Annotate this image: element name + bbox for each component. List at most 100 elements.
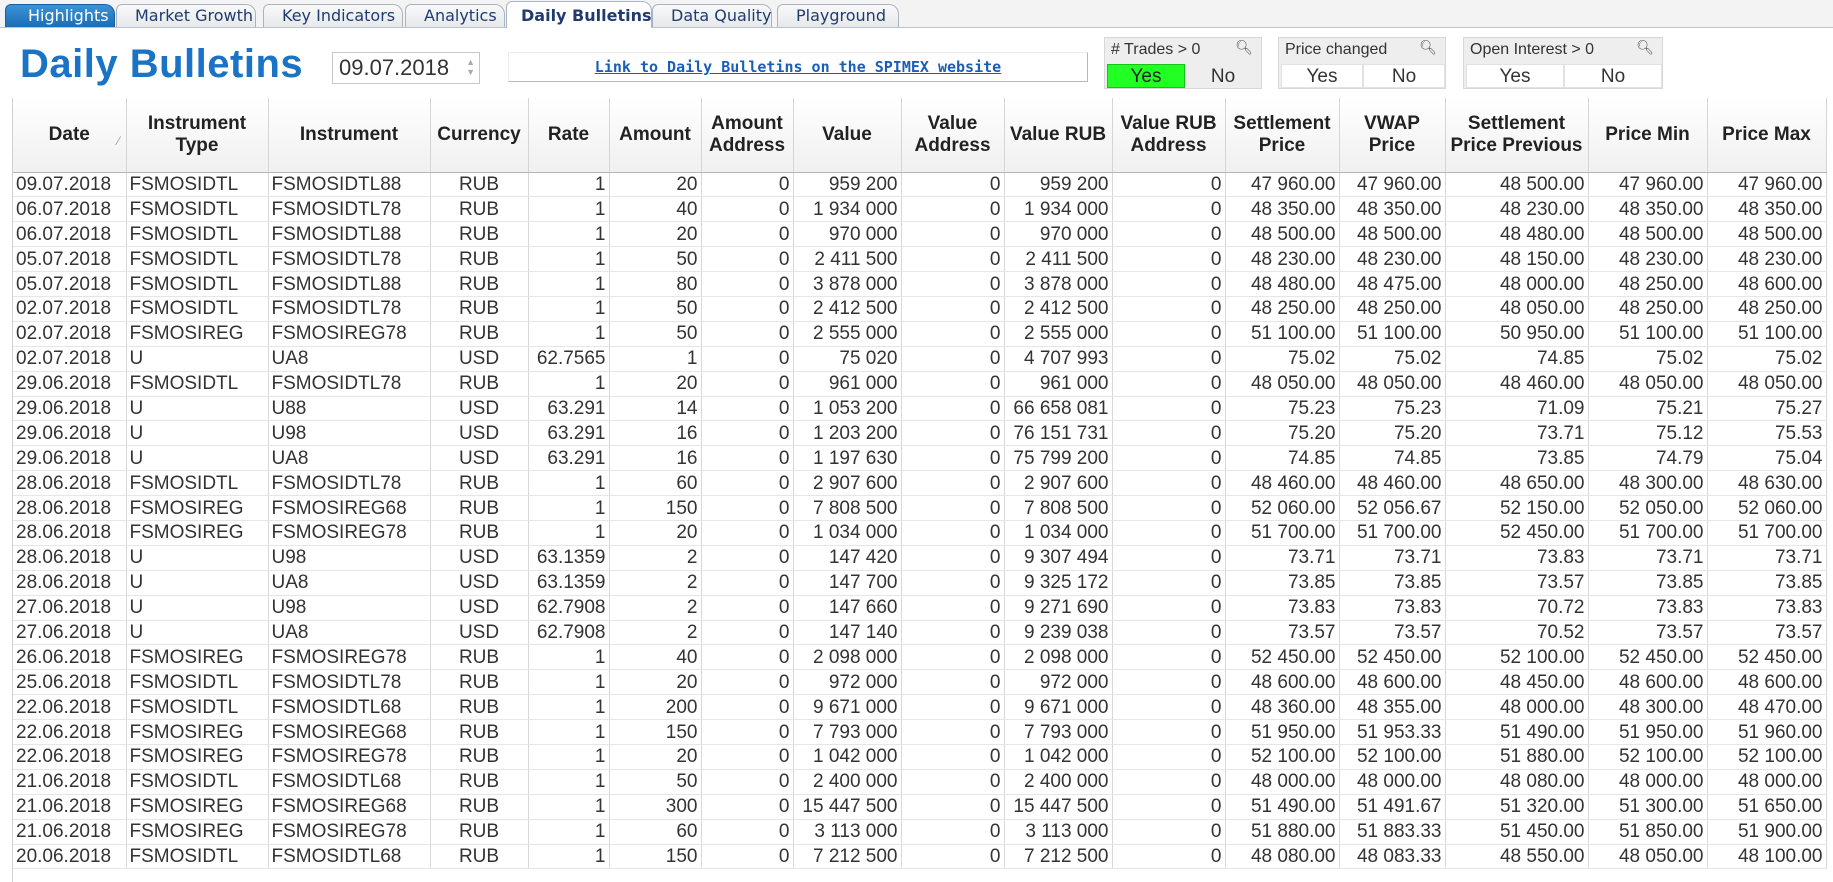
table-cell: 1	[528, 819, 610, 845]
table-cell: FSMOSIREG78	[268, 321, 431, 347]
table-cell: FSMOSIREG78	[268, 819, 431, 845]
column-header-label: Currency	[437, 123, 521, 145]
table-cell: 47 960.00	[1225, 172, 1340, 198]
table-row[interactable]: 21.06.2018 FSMOSIREG FSMOSIREG78 RUB 1 60 0 3 1…	[13, 819, 1827, 845]
table-cell: 1	[528, 769, 610, 795]
table-cell: 200	[609, 694, 702, 721]
table-row[interactable]: 26.06.2018 FSMOSIREG FSMOSIREG78 RUB 1 40 0 2 0…	[13, 644, 1827, 671]
table-row[interactable]: 06.07.2018 FSMOSIDTL FSMOSIDTL78 RUB 1 40 0 1 9…	[13, 196, 1827, 223]
filter-open-interest-yes[interactable]: Yes	[1466, 64, 1564, 88]
table-cell: 0	[1112, 371, 1226, 397]
table-cell: 2	[609, 570, 702, 596]
table-cell: 48 000.00	[1339, 769, 1446, 795]
table-row[interactable]: 20.06.2018 FSMOSIDTL FSMOSIDTL68 RUB 1 150 0 7 …	[13, 844, 1827, 870]
table-row[interactable]: 28.06.2018 FSMOSIREG FSMOSIREG68 RUB 1 150 0 7 …	[13, 495, 1827, 521]
column-header[interactable]: Currency	[430, 98, 529, 173]
table-row[interactable]: 25.06.2018 FSMOSIDTL FSMOSIDTL78 RUB 1 20 0 972…	[13, 669, 1827, 696]
column-header[interactable]: Value RUB	[1004, 98, 1113, 173]
column-header[interactable]: Value Address	[901, 98, 1005, 173]
table-cell: 147 420	[793, 545, 902, 571]
column-header[interactable]: Value	[793, 98, 902, 173]
search-icon[interactable]: 🔍︎	[1419, 40, 1437, 56]
table-row[interactable]: 28.06.2018 FSMOSIREG FSMOSIREG78 RUB 1 20 0 1 0…	[13, 520, 1827, 546]
search-icon[interactable]: 🔍︎	[1636, 40, 1654, 56]
table-row[interactable]: 21.06.2018 FSMOSIREG FSMOSIREG68 RUB 1 300 0 15…	[13, 794, 1827, 820]
filter-price-changed-yes[interactable]: Yes	[1281, 64, 1363, 88]
table-row[interactable]: 29.06.2018 U UA8 USD 63.291 16 0 1 197 630 0 75 7…	[13, 445, 1827, 472]
table-cell: 0	[901, 570, 1005, 596]
column-header[interactable]: Instrument	[268, 98, 431, 173]
date-spinner[interactable]: ▲ ▼	[466, 57, 475, 77]
table-cell: 0	[701, 445, 794, 472]
column-header[interactable]: Amount	[609, 98, 702, 173]
table-row[interactable]: 28.06.2018 U U98 USD 63.1359 2 0 147 420 0 9 307 …	[13, 545, 1827, 571]
table-row[interactable]: 29.06.2018 U U98 USD 63.291 16 0 1 203 200 0 76 1…	[13, 420, 1827, 447]
filter-trades-yes[interactable]: Yes	[1107, 64, 1185, 88]
tab-key-indicators[interactable]: Key Indicators	[263, 4, 403, 27]
date-input[interactable]: 09.07.2018 ▲ ▼	[332, 52, 480, 84]
table-row[interactable]: 06.07.2018 FSMOSIDTL FSMOSIDTL88 RUB 1 20 0 970…	[13, 221, 1827, 248]
table-row[interactable]: 21.06.2018 FSMOSIDTL FSMOSIDTL68 RUB 1 50 0 2 4…	[13, 769, 1827, 795]
table-cell: 48 050.00	[1339, 371, 1446, 397]
column-header[interactable]: Value RUB Address	[1112, 98, 1226, 173]
filter-trades-no[interactable]: No	[1185, 64, 1261, 88]
column-header[interactable]: Date ⁄	[13, 98, 127, 173]
table-cell: FSMOSIREG	[126, 520, 269, 546]
table-cell: 0	[701, 819, 794, 845]
table-cell: 75.23	[1225, 396, 1340, 422]
table-row[interactable]: 05.07.2018 FSMOSIDTL FSMOSIDTL88 RUB 1 80 0 3 8…	[13, 271, 1827, 297]
column-header[interactable]: Instrument Type	[126, 98, 269, 173]
table-cell: 48 460.00	[1339, 470, 1446, 497]
sort-icon[interactable]: ⁄	[117, 134, 120, 148]
column-header[interactable]: Price Max	[1707, 98, 1827, 173]
table-row[interactable]: 29.06.2018 U U88 USD 63.291 14 0 1 053 200 0 66 6…	[13, 396, 1827, 422]
filter-price-changed-no[interactable]: No	[1363, 64, 1445, 88]
table-row[interactable]: 27.06.2018 U U98 USD 62.7908 2 0 147 660 0 9 271 …	[13, 595, 1827, 621]
table-cell: FSMOSIREG	[126, 744, 269, 770]
spin-down-icon[interactable]: ▼	[466, 67, 475, 77]
table-cell: 75.23	[1339, 396, 1446, 422]
table-cell: U88	[268, 396, 431, 422]
table-cell: 0	[901, 445, 1005, 472]
table-row[interactable]: 22.06.2018 FSMOSIREG FSMOSIREG78 RUB 1 20 0 1 0…	[13, 744, 1827, 770]
table-row[interactable]: 29.06.2018 FSMOSIDTL FSMOSIDTL78 RUB 1 20 0 961…	[13, 371, 1827, 397]
column-header[interactable]: VWAP Price	[1339, 98, 1446, 173]
column-header[interactable]: Rate	[528, 98, 610, 173]
table-cell: FSMOSIREG	[126, 794, 269, 820]
search-icon[interactable]: 🔍︎	[1235, 40, 1253, 56]
column-header[interactable]: Settlement Price	[1225, 98, 1340, 173]
table-cell: 52 100.00	[1707, 744, 1827, 770]
table-row[interactable]: 02.07.2018 FSMOSIDTL FSMOSIDTL78 RUB 1 50 0 2 4…	[13, 296, 1827, 322]
table-row[interactable]: 22.06.2018 FSMOSIREG FSMOSIREG68 RUB 1 150 0 7 …	[13, 719, 1827, 745]
table-cell: 9 239 038	[1004, 620, 1113, 646]
table-cell: FSMOSIDTL	[126, 196, 269, 223]
table-row[interactable]: 02.07.2018 U UA8 USD 62.7565 1 0 75 020 0 4 707 9…	[13, 346, 1827, 372]
tab-market-growth[interactable]: Market Growth	[116, 4, 256, 27]
tab-analytics[interactable]: Analytics	[405, 4, 505, 27]
table-cell: 1	[528, 644, 610, 671]
table-cell: RUB	[430, 794, 529, 820]
table-cell: 48 500.00	[1339, 221, 1446, 248]
table-row[interactable]: 05.07.2018 FSMOSIDTL FSMOSIDTL78 RUB 1 50 0 2 4…	[13, 246, 1827, 273]
spin-up-icon[interactable]: ▲	[466, 57, 475, 67]
column-header[interactable]: Amount Address	[701, 98, 794, 173]
spimex-link[interactable]: Link to Daily Bulletins on the SPIMEX we…	[594, 58, 1002, 76]
filter-open-interest-no[interactable]: No	[1564, 64, 1662, 88]
table-cell: 1	[528, 172, 610, 198]
tab-data-quality[interactable]: Data Quality	[652, 4, 772, 27]
table-row[interactable]: 09.07.2018 FSMOSIDTL FSMOSIDTL88 RUB 1 20 0 959…	[13, 172, 1827, 198]
table-cell: 48 460.00	[1445, 371, 1589, 397]
column-header[interactable]: Price Min	[1588, 98, 1708, 173]
tab-daily-bulletins[interactable]: Daily Bulletins	[506, 1, 652, 28]
tab-highlights[interactable]: Highlights	[5, 4, 115, 27]
table-row[interactable]: 22.06.2018 FSMOSIDTL FSMOSIDTL68 RUB 1 200 0 9 …	[13, 694, 1827, 721]
filter-trades: # Trades > 0 🔍︎ Yes No	[1104, 37, 1262, 89]
table-cell: 51 700.00	[1707, 520, 1827, 546]
table-cell: 02.07.2018	[13, 346, 127, 372]
table-row[interactable]: 28.06.2018 U UA8 USD 63.1359 2 0 147 700 0 9 325 …	[13, 570, 1827, 596]
column-header[interactable]: Settlement Price Previous	[1445, 98, 1589, 173]
table-row[interactable]: 27.06.2018 U UA8 USD 62.7908 2 0 147 140 0 9 239 …	[13, 620, 1827, 646]
table-row[interactable]: 28.06.2018 FSMOSIDTL FSMOSIDTL78 RUB 1 60 0 2 9…	[13, 470, 1827, 497]
table-row[interactable]: 02.07.2018 FSMOSIREG FSMOSIREG78 RUB 1 50 0 2 5…	[13, 321, 1827, 347]
tab-playground[interactable]: Playground	[777, 4, 899, 27]
